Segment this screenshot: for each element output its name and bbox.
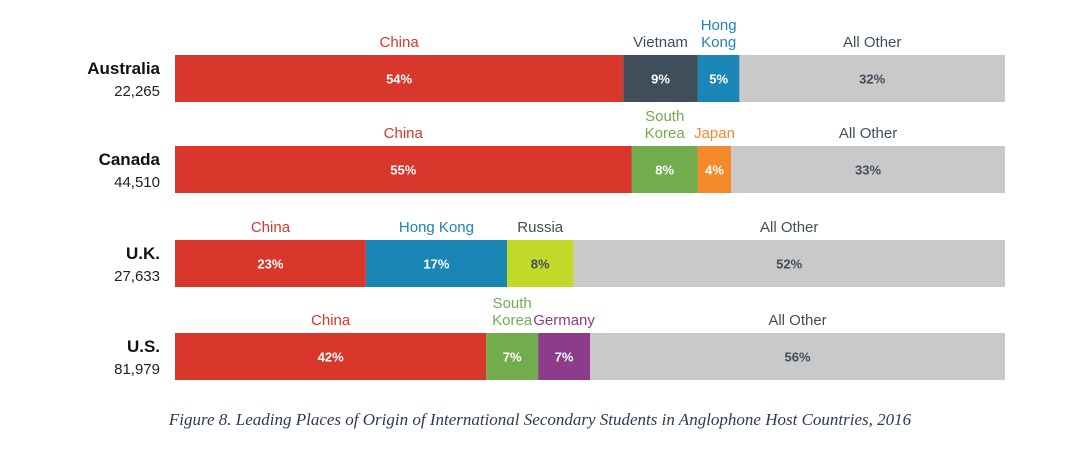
value-label-u-k-hong-kong: 17%: [423, 257, 449, 272]
category-label-u-k-hong-kong: Hong Kong: [399, 219, 474, 236]
row-total-u-s: 81,979: [114, 361, 160, 378]
category-label-canada-south-korea-line1: South: [645, 108, 684, 125]
category-label-australia-china: China: [379, 34, 419, 51]
category-label-australia-hong-kong-line2: Kong: [701, 34, 736, 51]
category-label-u-k-russia: Russia: [517, 219, 564, 236]
bar-segment-australia-hong-kong: [697, 55, 740, 102]
row-total-canada: 44,510: [114, 174, 160, 191]
bar-segment-canada-china: [175, 146, 632, 193]
value-label-u-s-china: 42%: [318, 350, 344, 365]
bar-segment-canada-south-korea: [631, 146, 698, 193]
value-label-australia-all-other: 32%: [859, 72, 885, 87]
bar-segment-australia-all-other: [739, 55, 1005, 102]
row-total-u-k: 27,633: [114, 268, 160, 285]
bar-segment-canada-all-other: [731, 146, 1005, 193]
stacked-bar-chart: Australia22,26554%China9%Vietnam5%HongKo…: [87, 17, 1005, 380]
figure-caption: Figure 8. Leading Places of Origin of In…: [168, 410, 912, 429]
bar-segment-u-s-china: [175, 333, 487, 380]
value-label-u-k-russia: 8%: [531, 257, 550, 272]
row-label-u-s: U.S.: [127, 337, 160, 356]
category-label-canada-china: China: [384, 125, 424, 142]
row-label-australia: Australia: [87, 59, 160, 78]
value-label-u-k-china: 23%: [257, 257, 283, 272]
bar-segment-u-s-all-other: [590, 333, 1005, 380]
category-label-canada-all-other: All Other: [839, 125, 897, 142]
category-label-u-s-all-other: All Other: [768, 312, 826, 329]
value-label-australia-hong-kong: 5%: [709, 72, 728, 87]
value-label-canada-south-korea: 8%: [655, 163, 674, 178]
value-label-u-k-all-other: 52%: [776, 257, 802, 272]
bar-segment-u-k-hong-kong: [365, 240, 507, 287]
value-label-u-s-south-korea: 7%: [503, 350, 522, 365]
category-label-u-s-germany: Germany: [533, 312, 595, 329]
row-label-u-k: U.K.: [126, 244, 160, 263]
bar-segment-canada-japan: [697, 146, 732, 193]
value-label-australia-china: 54%: [386, 72, 412, 87]
category-label-u-k-all-other: All Other: [760, 219, 818, 236]
value-label-canada-japan: 4%: [705, 163, 724, 178]
category-label-u-s-south-korea-line2: Korea: [492, 312, 533, 329]
bar-segment-u-k-all-other: [573, 240, 1005, 287]
category-label-canada-south-korea-line2: Korea: [645, 125, 686, 142]
category-label-australia-vietnam: Vietnam: [633, 34, 688, 51]
bar-segment-u-k-china: [175, 240, 366, 287]
value-label-australia-vietnam: 9%: [651, 72, 670, 87]
value-label-u-s-all-other: 56%: [784, 350, 810, 365]
row-label-canada: Canada: [99, 150, 161, 169]
category-label-u-s-china: China: [311, 312, 351, 329]
bar-segment-u-k-russia: [507, 240, 574, 287]
bar-segment-u-s-south-korea: [486, 333, 539, 380]
category-label-u-k-china: China: [251, 219, 291, 236]
value-label-canada-china: 55%: [390, 163, 416, 178]
value-label-canada-all-other: 33%: [855, 163, 881, 178]
category-label-u-s-south-korea-line1: South: [493, 295, 532, 312]
bar-segment-australia-china: [175, 55, 624, 102]
bar-segment-u-s-germany: [538, 333, 591, 380]
category-label-australia-all-other: All Other: [843, 34, 901, 51]
value-label-u-s-germany: 7%: [555, 350, 574, 365]
bar-segment-australia-vietnam: [623, 55, 698, 102]
category-label-australia-hong-kong-line1: Hong: [701, 17, 737, 34]
category-label-canada-japan: Japan: [694, 125, 735, 142]
row-total-australia: 22,265: [114, 83, 160, 100]
